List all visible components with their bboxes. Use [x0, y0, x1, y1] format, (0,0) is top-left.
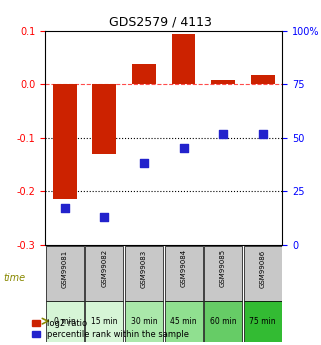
FancyBboxPatch shape	[164, 246, 203, 301]
Text: 45 min: 45 min	[170, 317, 197, 326]
Text: time: time	[3, 273, 25, 283]
Text: GSM99083: GSM99083	[141, 249, 147, 288]
Text: GSM99082: GSM99082	[101, 249, 107, 287]
Bar	[53, 85, 77, 199]
Text: 75 min: 75 min	[249, 317, 276, 326]
FancyBboxPatch shape	[204, 301, 242, 342]
Text: GDS2579 / 4113: GDS2579 / 4113	[109, 16, 212, 29]
FancyBboxPatch shape	[85, 246, 123, 301]
Bar	[92, 85, 116, 154]
FancyBboxPatch shape	[125, 301, 163, 342]
Bar	[211, 80, 235, 85]
Text: GSM99081: GSM99081	[62, 249, 68, 288]
FancyBboxPatch shape	[46, 301, 84, 342]
Text: GSM99084: GSM99084	[180, 249, 187, 287]
Bar	[172, 34, 195, 85]
Text: 30 min: 30 min	[131, 317, 157, 326]
Point	[102, 214, 107, 219]
FancyBboxPatch shape	[244, 301, 282, 342]
FancyBboxPatch shape	[164, 301, 203, 342]
Legend: log2 ratio, percentile rank within the sample: log2 ratio, percentile rank within the s…	[30, 317, 190, 341]
Text: 60 min: 60 min	[210, 317, 236, 326]
Text: GSM99085: GSM99085	[220, 249, 226, 287]
Text: 15 min: 15 min	[91, 317, 117, 326]
Point	[141, 161, 146, 166]
FancyBboxPatch shape	[244, 246, 282, 301]
Bar	[132, 64, 156, 85]
FancyBboxPatch shape	[204, 246, 242, 301]
Bar	[251, 75, 274, 85]
Text: GSM99086: GSM99086	[260, 249, 266, 288]
Point	[62, 206, 67, 211]
FancyBboxPatch shape	[46, 246, 84, 301]
Point	[260, 131, 265, 136]
FancyBboxPatch shape	[125, 246, 163, 301]
Point	[181, 146, 186, 151]
Point	[221, 131, 226, 136]
Text: 0 min: 0 min	[54, 317, 76, 326]
FancyBboxPatch shape	[85, 301, 123, 342]
